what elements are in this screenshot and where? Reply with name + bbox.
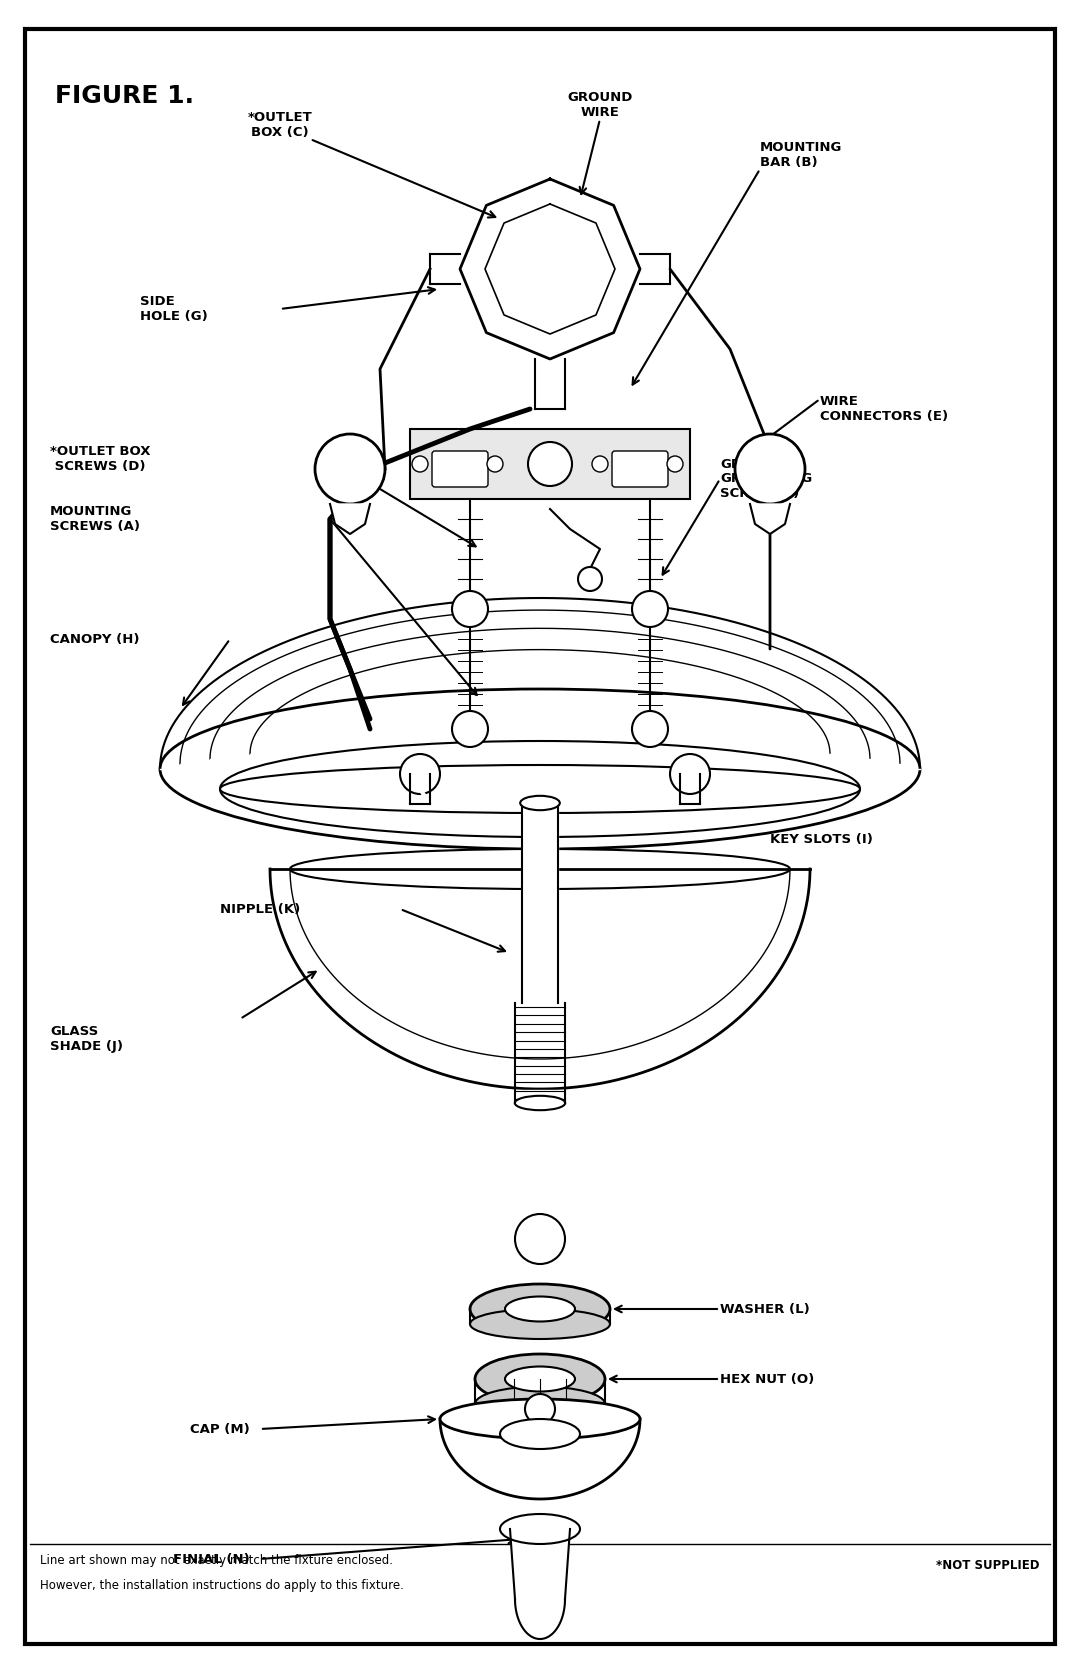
Ellipse shape (470, 1308, 610, 1339)
Polygon shape (522, 803, 558, 1003)
Circle shape (735, 434, 805, 504)
Text: *NOT SUPPLIED: *NOT SUPPLIED (936, 1559, 1040, 1572)
Text: NIPPLE (K): NIPPLE (K) (220, 903, 300, 916)
Circle shape (315, 434, 384, 504)
Polygon shape (515, 1056, 565, 1061)
Circle shape (525, 1394, 555, 1424)
Circle shape (670, 754, 710, 794)
Circle shape (578, 567, 602, 591)
Polygon shape (515, 1090, 565, 1095)
Circle shape (515, 1213, 565, 1263)
FancyBboxPatch shape (410, 429, 690, 499)
Text: GLASS
SHADE (J): GLASS SHADE (J) (50, 1025, 123, 1053)
Text: *OUTLET
BOX (C): *OUTLET BOX (C) (247, 112, 312, 139)
FancyBboxPatch shape (432, 451, 488, 487)
Ellipse shape (475, 1387, 605, 1422)
Polygon shape (515, 1031, 565, 1036)
Ellipse shape (440, 1399, 640, 1439)
Polygon shape (330, 504, 370, 534)
Circle shape (667, 456, 683, 472)
Ellipse shape (500, 1514, 580, 1544)
Polygon shape (515, 1040, 565, 1045)
Polygon shape (535, 359, 565, 409)
Polygon shape (515, 1023, 565, 1028)
Text: FIGURE 1.: FIGURE 1. (55, 83, 194, 108)
Text: MOUNTING
BAR (B): MOUNTING BAR (B) (760, 140, 842, 169)
Text: SIDE
HOLE (G): SIDE HOLE (G) (140, 295, 207, 324)
Ellipse shape (521, 796, 559, 809)
Polygon shape (750, 504, 789, 534)
Circle shape (632, 711, 669, 748)
Text: CANOPY (H): CANOPY (H) (50, 633, 139, 646)
Ellipse shape (220, 741, 860, 836)
Polygon shape (515, 1006, 565, 1011)
Circle shape (453, 711, 488, 748)
Polygon shape (515, 1065, 565, 1070)
Text: 3: 3 (535, 1616, 545, 1632)
Ellipse shape (220, 764, 860, 813)
Ellipse shape (515, 1097, 565, 1110)
Polygon shape (270, 870, 810, 1088)
Circle shape (528, 442, 572, 486)
Polygon shape (510, 1529, 570, 1599)
Polygon shape (630, 254, 670, 284)
Ellipse shape (500, 1419, 580, 1449)
Text: CAP (M): CAP (M) (190, 1422, 249, 1435)
Ellipse shape (505, 1297, 575, 1322)
Ellipse shape (291, 850, 789, 890)
Polygon shape (515, 1048, 565, 1053)
Ellipse shape (505, 1367, 575, 1392)
Text: Line art shown may not exactly match the fixture enclosed.: Line art shown may not exactly match the… (40, 1554, 393, 1567)
Text: KEY SLOTS (I): KEY SLOTS (I) (770, 833, 873, 846)
Ellipse shape (470, 1283, 610, 1334)
Polygon shape (515, 1073, 565, 1078)
Circle shape (487, 456, 503, 472)
Text: MOUNTING
SCREWS (A): MOUNTING SCREWS (A) (50, 506, 140, 532)
Text: HEX NUT (O): HEX NUT (O) (720, 1372, 814, 1385)
Text: WASHER (L): WASHER (L) (720, 1302, 810, 1315)
Text: GROUND
WIRE: GROUND WIRE (567, 92, 633, 118)
Polygon shape (440, 1419, 640, 1499)
Text: FINIAL (N): FINIAL (N) (173, 1552, 249, 1566)
FancyBboxPatch shape (612, 451, 669, 487)
Polygon shape (515, 1082, 565, 1087)
Ellipse shape (475, 1354, 605, 1404)
Polygon shape (515, 1015, 565, 1020)
Polygon shape (515, 1599, 565, 1639)
Polygon shape (515, 1098, 565, 1103)
Text: GREEN
GROUNDING
SCREW (F): GREEN GROUNDING SCREW (F) (720, 457, 812, 501)
Text: WIRE
CONNECTORS (E): WIRE CONNECTORS (E) (820, 396, 948, 422)
Ellipse shape (160, 689, 920, 850)
Polygon shape (440, 254, 470, 284)
Circle shape (411, 456, 428, 472)
Circle shape (453, 591, 488, 628)
Circle shape (632, 591, 669, 628)
Circle shape (592, 456, 608, 472)
Circle shape (400, 754, 440, 794)
Text: However, the installation instructions do apply to this fixture.: However, the installation instructions d… (40, 1579, 404, 1592)
Text: *OUTLET BOX
 SCREWS (D): *OUTLET BOX SCREWS (D) (50, 446, 150, 472)
Polygon shape (460, 179, 640, 359)
FancyBboxPatch shape (25, 28, 1055, 1644)
